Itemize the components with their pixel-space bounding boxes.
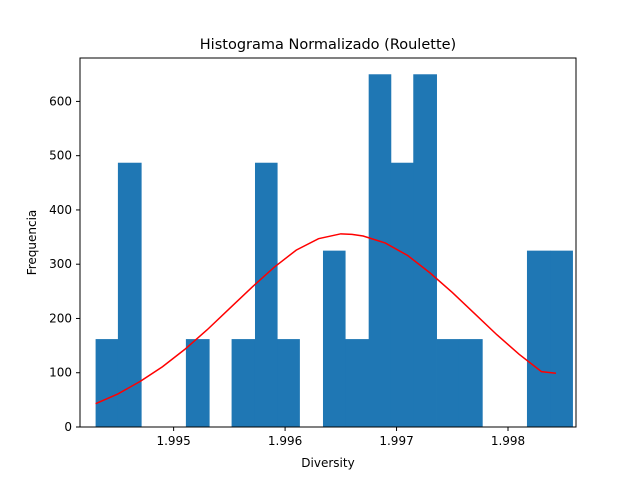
density-curve-layer bbox=[95, 233, 557, 405]
x-tick-label: 1.997 bbox=[379, 434, 413, 448]
y-tick-label: 500 bbox=[49, 149, 72, 163]
x-axis-label: Diversity bbox=[301, 456, 354, 470]
histogram-bar bbox=[185, 339, 210, 427]
histogram-bar bbox=[254, 162, 278, 428]
y-tick-label: 600 bbox=[49, 94, 72, 108]
chart-title: Histograma Normalizado (Roulette) bbox=[200, 37, 456, 53]
histogram-bar bbox=[231, 339, 256, 427]
y-tick-label: 100 bbox=[49, 366, 72, 380]
y-tick-label: 200 bbox=[49, 311, 72, 325]
histogram-bar bbox=[277, 339, 300, 427]
histogram-bar bbox=[458, 339, 483, 427]
histogram-bars bbox=[95, 74, 573, 428]
x-tick-label: 1.996 bbox=[268, 434, 302, 448]
histogram-bar bbox=[390, 162, 414, 428]
histogram-bar bbox=[95, 339, 119, 427]
y-axis-label: Frequencia bbox=[25, 210, 39, 276]
histogram-bar bbox=[550, 250, 573, 427]
y-tick-label: 300 bbox=[49, 257, 72, 271]
plot-frame bbox=[79, 57, 577, 428]
histogram-bar bbox=[526, 250, 551, 427]
x-axis-ticks: 1.995 1.996 1.997 1.998 bbox=[156, 427, 525, 448]
histogram-bar bbox=[117, 162, 142, 428]
histogram-bar bbox=[368, 74, 392, 427]
density-curve-line bbox=[95, 233, 557, 405]
y-axis-ticks: 0 100 200 300 400 500 600 bbox=[49, 94, 80, 434]
y-tick-label: 0 bbox=[64, 420, 72, 434]
histogram-bar bbox=[413, 74, 437, 427]
y-tick-label: 400 bbox=[49, 203, 72, 217]
histogram-bar bbox=[345, 339, 369, 427]
histogram-bar bbox=[322, 250, 346, 427]
x-tick-label: 1.995 bbox=[156, 434, 190, 448]
histogram-bar bbox=[436, 339, 460, 427]
x-tick-label: 1.998 bbox=[491, 434, 525, 448]
